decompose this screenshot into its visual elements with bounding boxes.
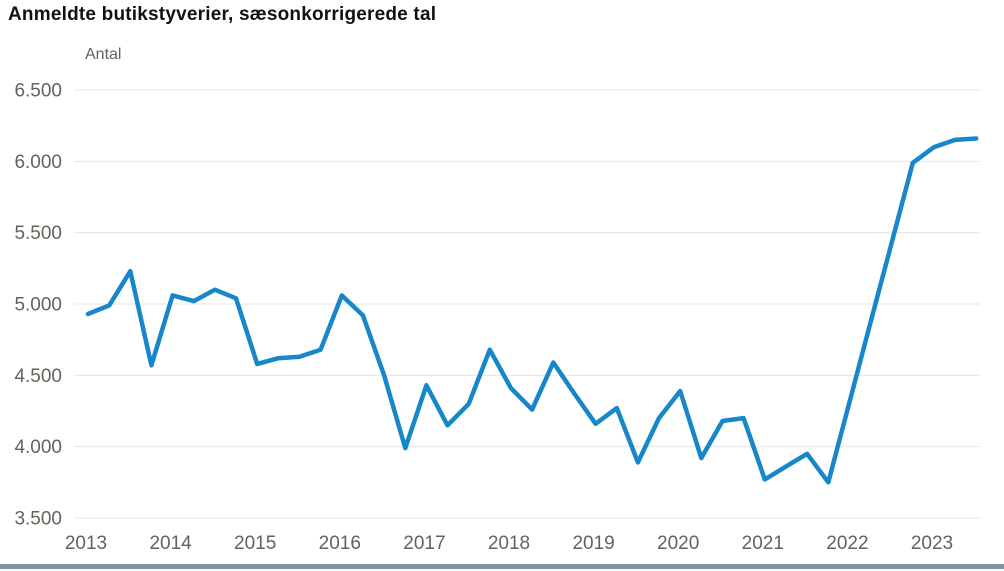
y-axis-tick-label: 4.500	[14, 366, 62, 387]
y-axis-tick-label: 3.500	[14, 509, 62, 530]
bottom-accent-bar	[0, 564, 1004, 569]
x-axis-tick-label: 2022	[826, 533, 868, 554]
y-axis-tick-label: 6.000	[14, 152, 62, 173]
x-axis-tick-label: 2014	[149, 533, 192, 554]
x-axis-tick-label: 2018	[488, 533, 530, 554]
y-axis-tick-label: 6.500	[14, 81, 62, 102]
data-series-line	[85, 136, 979, 485]
x-axis-tick-label: 2013	[65, 533, 107, 554]
x-axis-tick-label: 2019	[572, 533, 614, 554]
x-axis-tick-label: 2023	[911, 533, 953, 554]
x-axis-tick-label: 2020	[657, 533, 699, 554]
chart-title: Anmeldte butikstyverier, sæsonkorrigered…	[8, 4, 437, 25]
x-axis-tick-label: 2016	[319, 533, 361, 554]
y-axis-unit-label: Antal	[85, 46, 122, 63]
x-axis-tick-label: 2015	[234, 533, 276, 554]
y-axis-tick-label: 4.000	[14, 437, 62, 458]
x-axis-tick-label: 2017	[403, 533, 445, 554]
y-axis-tick-label: 5.500	[14, 223, 62, 244]
x-axis-tick-label: 2021	[742, 533, 784, 554]
y-axis-tick-label: 5.000	[14, 295, 62, 316]
